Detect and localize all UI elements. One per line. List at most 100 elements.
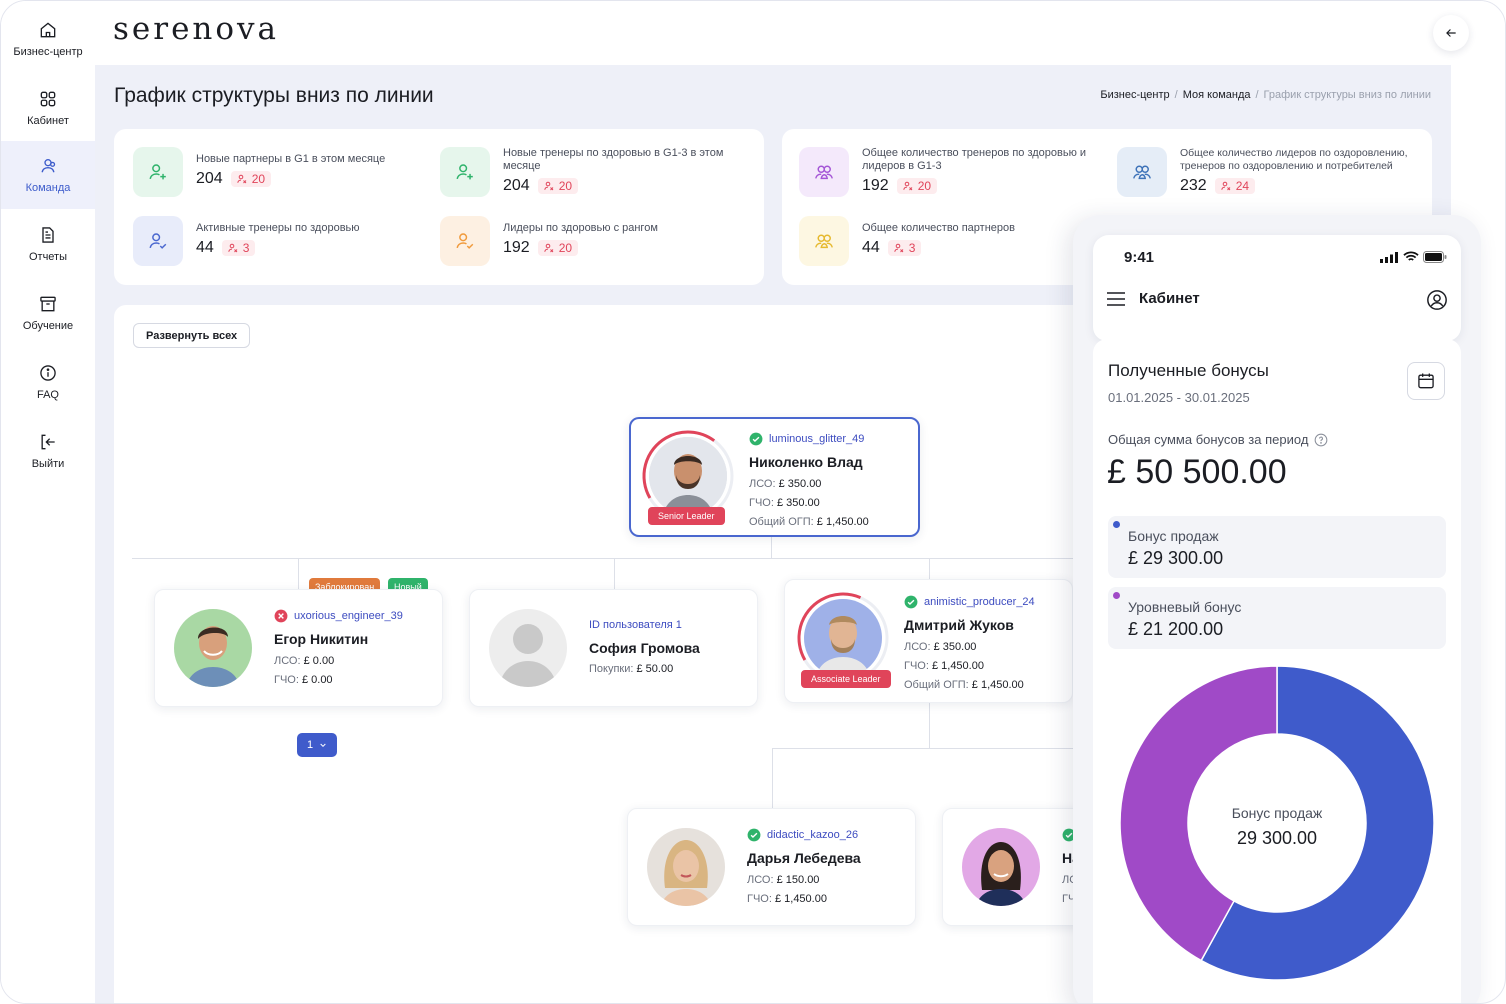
stats-card-left: Новые партнеры в G1 в этом месяце 204 20 … [114, 129, 764, 285]
mobile-header: 9:41 Кабинет [1093, 235, 1461, 341]
sidebar-item-training[interactable]: Обучение [1, 279, 95, 347]
mobile-preview: 9:41 Кабинет Полученные бонусы 01.01.202… [1073, 215, 1481, 1003]
node-ogp: Общий ОГП: £ 1,450.00 [904, 679, 1024, 691]
tree-connector [771, 537, 772, 559]
node-username[interactable]: didactic_kazoo_26 [767, 829, 859, 841]
node-username[interactable]: ID пользователя 1 [589, 619, 682, 631]
bonus-title: Полученные бонусы [1108, 361, 1269, 380]
user-minus-icon [1220, 181, 1231, 191]
total-value: £ 50 500.00 [1107, 453, 1287, 491]
stat-value: 44 [196, 239, 214, 256]
node-name: Егор Никитин [274, 631, 369, 647]
user-minus-icon [543, 181, 554, 191]
tree-node-root[interactable]: Senior Leader luminous_glitter_49 Николе… [629, 417, 920, 537]
expand-all-button[interactable]: Развернуть всех [133, 323, 251, 348]
arrow-left-icon [1446, 29, 1456, 37]
sidebar-item-team[interactable]: Команда [1, 141, 95, 209]
legend-dot [1113, 521, 1120, 528]
stat-badge: 3 [221, 240, 256, 256]
stat-total-all: Общее количество лидеров по оздоровлению… [1117, 147, 1417, 197]
avatar [804, 599, 882, 677]
donut-center-value: 29 300.00 [1237, 828, 1317, 848]
sidebar: Бизнес-центр Кабинет Команда Отчеты Обуч… [1, 1, 95, 1003]
node-name: Николенко Влад [749, 454, 863, 470]
avatar [649, 437, 727, 515]
archive-icon [40, 296, 56, 312]
tree-node[interactable]: ID пользователя 1 София Громова Покупки:… [469, 589, 758, 707]
tree-connector [772, 748, 773, 808]
verified-icon [747, 828, 761, 842]
logo: serenova [113, 11, 280, 47]
team-icon [41, 159, 56, 173]
breadcrumb-current: График структуры вниз по линии [1263, 89, 1431, 101]
stat-total-trainers-leaders: Общее количество тренеров по здоровью и … [799, 147, 1099, 197]
document-icon [42, 227, 54, 243]
children-page-select[interactable]: 1 [297, 733, 337, 757]
stat-ranked-leaders: Лидеры по здоровью с рангом 192 20 [440, 216, 740, 266]
stat-label: Общее количество лидеров по оздоровлению… [1180, 147, 1408, 172]
user-minus-icon [228, 243, 238, 253]
sidebar-item-label: Обучение [22, 320, 74, 332]
stat-badge: 20 [537, 240, 579, 256]
stat-badge: 20 [537, 178, 579, 194]
sidebar-item-business-center[interactable]: Бизнес-центр [1, 5, 95, 73]
chevron-down-icon [320, 743, 326, 748]
bonus-panel: Полученные бонусы 01.01.2025 - 30.01.202… [1093, 339, 1461, 1003]
sidebar-item-label: Кабинет [27, 115, 69, 127]
sidebar-item-cabinet[interactable]: Кабинет [1, 74, 95, 142]
bonus-value: £ 21 200.00 [1128, 619, 1224, 639]
calendar-icon [1418, 373, 1434, 389]
sidebar-item-faq[interactable]: FAQ [1, 348, 95, 416]
grid-icon [40, 91, 56, 107]
stat-value: 192 [503, 239, 530, 256]
profile-icon[interactable] [1426, 289, 1448, 311]
node-username[interactable]: uxorious_engineer_39 [294, 610, 403, 622]
tree-node[interactable]: uxorious_engineer_39 Егор Никитин ЛСО: £… [154, 589, 443, 707]
stat-value: 192 [862, 177, 889, 194]
menu-icon[interactable] [1107, 292, 1125, 306]
node-username[interactable]: animistic_producer_24 [924, 596, 1035, 608]
stat-label: Активные тренеры по здоровью [196, 222, 360, 234]
tree-node[interactable]: didactic_kazoo_26 Дарья Лебедева ЛСО: £ … [627, 808, 916, 926]
user-minus-icon [902, 181, 913, 191]
tree-connector [298, 558, 299, 589]
info-icon [40, 365, 56, 381]
user-minus-icon [236, 174, 247, 184]
stat-value: 44 [862, 239, 880, 256]
stat-active-trainers: Активные тренеры по здоровью 44 3 [133, 216, 413, 266]
user-check-icon [456, 233, 474, 249]
sidebar-item-label: Отчеты [28, 251, 68, 263]
breadcrumb-link[interactable]: Моя команда [1182, 89, 1251, 101]
donut-slice-1[interactable] [1200, 665, 1435, 981]
users-icon [1133, 165, 1151, 180]
donut-slice-2[interactable] [1119, 665, 1278, 962]
sidebar-item-reports[interactable]: Отчеты [1, 210, 95, 278]
bonus-value: £ 29 300.00 [1128, 548, 1224, 568]
calendar-button[interactable] [1407, 362, 1445, 400]
users-icon [815, 165, 833, 180]
back-button[interactable] [1433, 15, 1469, 51]
stat-badge: 20 [896, 178, 938, 194]
tree-connector [929, 703, 930, 749]
avatar [174, 609, 252, 687]
node-lso: ЛСО: £ 350.00 [749, 478, 822, 490]
help-icon[interactable] [1314, 433, 1328, 447]
mobile-title: Кабинет [1139, 290, 1200, 307]
stat-new-trainers: Новые тренеры по здоровью в G1-3 в этом … [440, 147, 740, 197]
tree-node[interactable]: Associate Leader animistic_producer_24 Д… [784, 579, 1073, 703]
verified-icon [904, 595, 918, 609]
breadcrumb: Бизнес-центр / Моя команда / График стру… [1100, 89, 1431, 101]
breadcrumb-link[interactable]: Бизнес-центр [1100, 89, 1170, 101]
sidebar-item-logout[interactable]: Выйти [1, 417, 95, 485]
stat-total-partners: Общее количество партнеров 44 3 [799, 216, 1099, 266]
bonus-period: 01.01.2025 - 30.01.2025 [1108, 390, 1250, 405]
users-icon [815, 234, 833, 249]
sidebar-item-label: Выйти [31, 458, 65, 470]
stat-label: Общее количество партнеров [862, 222, 1015, 234]
node-name: София Громова [589, 640, 700, 656]
status-time: 9:41 [1124, 249, 1155, 266]
node-username[interactable]: luminous_glitter_49 [769, 433, 865, 445]
node-lso: ЛСО: £ 150.00 [747, 874, 820, 886]
stat-value: 204 [196, 170, 223, 187]
stat-value: 232 [1180, 177, 1207, 194]
